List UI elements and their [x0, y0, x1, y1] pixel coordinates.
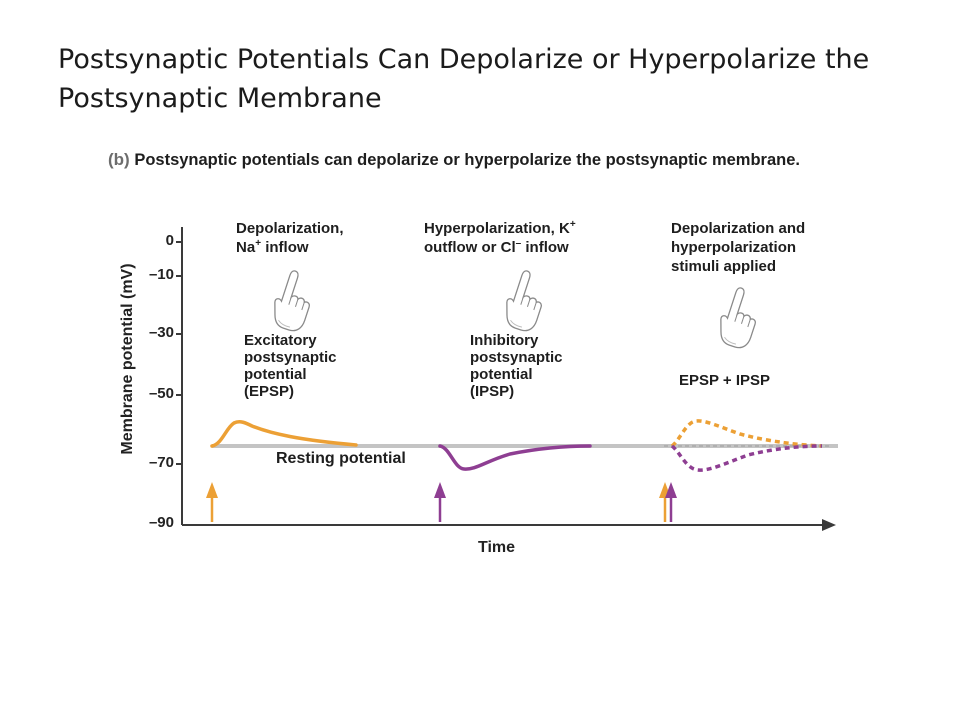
hyperpolarization-label: Hyperpolarization, K+ outflow or Cl– inf…: [424, 219, 576, 257]
epsp-label: Excitatory postsynaptic potential (EPSP): [244, 332, 337, 400]
combined-stimuli-label: Depolarization and hyperpolarization sti…: [671, 220, 806, 275]
x-axis-label: Time: [478, 539, 516, 556]
slide-title: Postsynaptic Potentials Can Depolarize o…: [58, 44, 870, 114]
pointing-hand-icon: [713, 284, 765, 352]
arrow-up-icon: [434, 482, 446, 522]
resting-potential-label: Resting potential: [276, 450, 406, 467]
ipsp-label: Inhibitory postsynaptic potential (IPSP): [470, 332, 563, 400]
y-tick-label: 0: [165, 232, 174, 249]
epsp-curve: [210, 420, 358, 448]
y-tick-label: –90: [148, 514, 174, 531]
arrow-up-icon: [206, 482, 218, 522]
y-tick-label: –70: [148, 454, 174, 471]
arrow-up-icon: [665, 482, 677, 522]
y-tick-label: –30: [148, 324, 174, 341]
combined-ipsp-curve: [670, 444, 823, 472]
y-tick-label: –50: [148, 385, 174, 402]
combined-epsp-curve: [670, 419, 823, 448]
depolarization-label: Depolarization, Na+ inflow: [236, 220, 344, 256]
figure-caption: (b) Postsynaptic potentials can depolari…: [108, 149, 808, 171]
y-axis-ticks: [176, 241, 182, 465]
x-axis-arrowhead: [822, 519, 836, 531]
epsp-ipsp-label: EPSP + IPSP: [679, 372, 771, 389]
pointing-hand-icon: [267, 267, 319, 335]
y-tick-label: –10: [148, 266, 174, 283]
caption-text: Postsynaptic potentials can depolarize o…: [134, 151, 800, 169]
panel-tag: (b): [108, 150, 130, 169]
ipsp-curve: [438, 444, 592, 471]
pointing-hand-icon: [499, 267, 551, 335]
